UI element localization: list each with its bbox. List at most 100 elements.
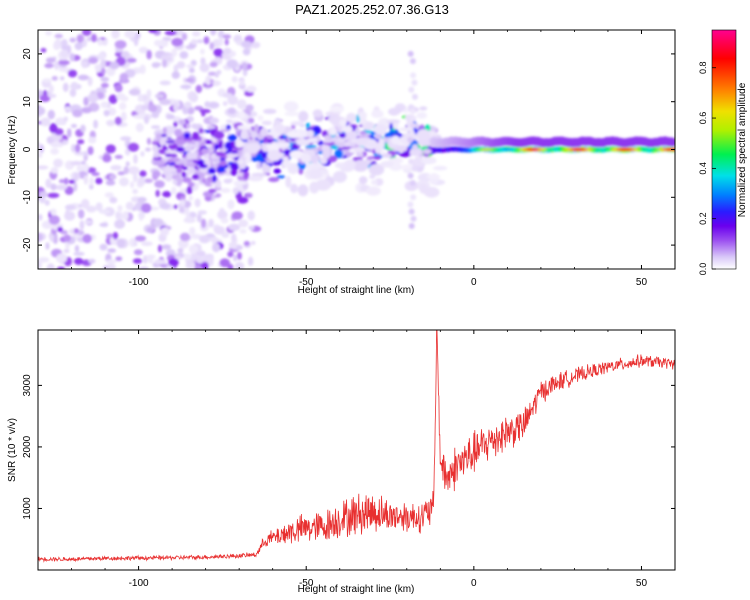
spectrogram-cell bbox=[95, 177, 103, 185]
spectrogram-cell bbox=[95, 202, 103, 212]
colorbar-tick-label: 0.6 bbox=[698, 112, 708, 125]
spectrogram-cell bbox=[80, 198, 90, 209]
spectrogram-cell bbox=[181, 32, 188, 41]
spectrogram-cell bbox=[164, 174, 173, 182]
spectrogram-cell bbox=[50, 167, 59, 174]
spectrogram-cell bbox=[71, 144, 76, 153]
spectrogram-cell bbox=[186, 151, 194, 157]
spectrogram-cell bbox=[137, 94, 144, 103]
spectrogram-cell bbox=[56, 266, 66, 269]
spectrogram-cell bbox=[235, 139, 244, 148]
spectrogram-cell bbox=[373, 153, 379, 157]
spectrogram-cell bbox=[327, 155, 338, 163]
spectrogram-cell bbox=[196, 39, 204, 44]
spectrogram-cell bbox=[399, 152, 411, 158]
spectrogram-cell bbox=[50, 148, 59, 155]
spectrogram-cell bbox=[251, 41, 261, 49]
spectrogram-cell bbox=[344, 141, 351, 147]
spectrogram-cell bbox=[194, 105, 204, 111]
spectrogram-cell bbox=[213, 225, 226, 235]
spectrogram-cell bbox=[247, 117, 255, 124]
spectrogram-cell bbox=[47, 109, 55, 120]
spectrogram-cell bbox=[194, 264, 202, 269]
spectrogram-cell bbox=[426, 174, 441, 179]
spectrogram-cell bbox=[339, 132, 346, 139]
spectrogram-cell bbox=[283, 149, 291, 157]
spectrogram-cell bbox=[141, 104, 149, 110]
spectrogram-cell bbox=[49, 122, 58, 133]
spectrogram-cell bbox=[63, 177, 69, 185]
spectrogram-cell bbox=[242, 48, 251, 56]
spectrogram-cell bbox=[45, 31, 53, 36]
spectrogram-cell bbox=[219, 129, 230, 133]
spectrogram-cell bbox=[221, 232, 230, 238]
spectrogram-cell bbox=[95, 64, 102, 73]
spectrogram-cell bbox=[209, 61, 218, 68]
spectrogram-cell bbox=[122, 210, 129, 221]
spectrogram-cell bbox=[137, 196, 147, 203]
spectrogram-cell bbox=[201, 111, 206, 117]
spectrogram-cell bbox=[199, 235, 211, 244]
spectrogram-cell bbox=[76, 165, 84, 172]
spectrogram-cell bbox=[369, 174, 376, 179]
spectrogram-cell bbox=[196, 213, 202, 223]
spectrogram-cell bbox=[298, 168, 304, 175]
spectrogram-cell bbox=[181, 171, 187, 178]
spectrogram-cell bbox=[306, 129, 315, 138]
spectrogram-cell bbox=[91, 172, 100, 177]
spectrogram-cell bbox=[226, 153, 239, 158]
spectrogram-cell bbox=[416, 129, 431, 141]
spectrogram-cell bbox=[227, 199, 235, 210]
spectrogram-x-tick-label: -50 bbox=[299, 277, 314, 288]
spectrogram-cell bbox=[179, 232, 191, 242]
spectrogram-cell bbox=[378, 137, 385, 150]
spectrogram-cell bbox=[334, 162, 345, 169]
spectrogram-cell bbox=[319, 157, 328, 165]
spectrogram-cell bbox=[133, 240, 138, 247]
spectrogram-cell bbox=[154, 39, 162, 47]
spectrogram-cell bbox=[205, 139, 213, 145]
spectrogram-cell bbox=[192, 174, 199, 180]
spectrogram-cell bbox=[194, 198, 201, 208]
spectrogram-cell bbox=[231, 233, 237, 243]
spectrogram-cell bbox=[154, 259, 167, 265]
spectrogram-cell bbox=[154, 180, 165, 188]
spectrogram-cell bbox=[73, 257, 84, 265]
spectrogram-cell bbox=[128, 166, 140, 175]
spectrogram-cell bbox=[214, 143, 219, 150]
spectrogram-cell bbox=[124, 30, 136, 38]
spectrogram-cell bbox=[228, 241, 238, 249]
spectrogram-cell bbox=[161, 157, 168, 162]
spectrogram-cell bbox=[162, 144, 167, 152]
spectrogram-cell bbox=[290, 121, 304, 126]
spectrogram-cell bbox=[151, 62, 160, 68]
spectrogram-cell bbox=[371, 109, 384, 119]
spectrogram-cell bbox=[195, 84, 203, 93]
spectrogram-cell bbox=[286, 131, 301, 139]
spectrogram-cell bbox=[183, 253, 192, 260]
spectrogram-cell bbox=[50, 141, 61, 148]
spectrogram-cell bbox=[178, 119, 186, 126]
spectrogram-cell bbox=[182, 157, 188, 166]
spectrogram-cell bbox=[73, 172, 79, 182]
spectrogram-cell bbox=[215, 151, 225, 157]
snr-series-line bbox=[38, 330, 675, 563]
spectrogram-cell bbox=[267, 149, 282, 162]
spectrogram-cell bbox=[214, 72, 219, 78]
spectrogram-cell bbox=[83, 175, 89, 185]
spectrogram-cell bbox=[74, 151, 85, 156]
spectrogram-cell bbox=[257, 115, 264, 121]
spectrogram-cell bbox=[669, 137, 675, 147]
spectrogram-y-tick-label: 0 bbox=[22, 146, 33, 152]
spectrogram-cell bbox=[245, 85, 257, 93]
spectrogram-cell bbox=[39, 144, 45, 154]
spectrogram-cell bbox=[243, 170, 250, 180]
spectrogram-cell bbox=[346, 130, 358, 140]
spectrogram-cell bbox=[374, 135, 382, 140]
spectrogram-cell bbox=[188, 244, 199, 254]
spectrogram-cell bbox=[145, 147, 151, 152]
spectrogram-cell bbox=[346, 112, 357, 123]
spectrogram-cell bbox=[172, 179, 178, 185]
spectrogram-heatmap bbox=[38, 30, 675, 269]
